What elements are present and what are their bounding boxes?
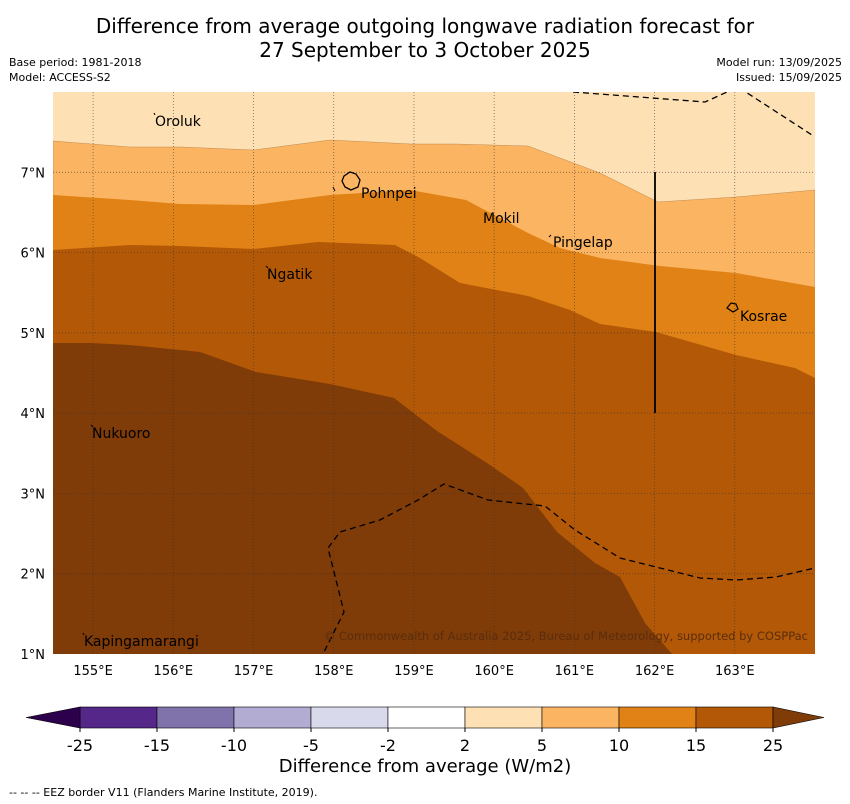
lon-tick-label: 162°E — [635, 664, 675, 679]
colorbar-segment — [233, 706, 312, 729]
pohnpei-island — [341, 171, 361, 191]
eez-footnote: -- -- -- EEZ border V11 (Flanders Marine… — [9, 786, 318, 799]
lat-tick-label: 4°N — [21, 407, 46, 422]
label-oroluk: Oroluk — [155, 114, 202, 130]
copyright-notice: © Commonwealth of Australia 2025, Bureau… — [324, 629, 808, 643]
model-run: Model run: 13/09/2025 — [716, 56, 842, 69]
label-mokil: Mokil — [483, 211, 520, 227]
title-line-1: Difference from average outgoing longwav… — [95, 14, 755, 38]
colorbar-tick-label: -2 — [380, 736, 396, 755]
colorbar-title: Difference from average (W/m2) — [278, 756, 572, 777]
colorbar-tick-label: 10 — [609, 736, 629, 755]
colorbar-segment — [541, 706, 620, 729]
islet-marks — [82, 112, 552, 636]
label-kapingamarangi: Kapingamarangi — [84, 634, 199, 650]
colorbar-segment — [79, 706, 158, 729]
pohnpei-islet — [332, 186, 336, 192]
lat-tick-label: 5°N — [21, 327, 46, 342]
colorbar-segment — [310, 706, 389, 729]
label-kosrae: Kosrae — [740, 309, 787, 325]
title-line-2: 27 September to 3 October 2025 — [259, 38, 591, 62]
lon-tick-label: 159°E — [394, 664, 434, 679]
colorbar-tick-label: -15 — [144, 736, 170, 755]
label-pingelap: Pingelap — [553, 235, 613, 251]
colorbar-tick-label: 5 — [537, 736, 547, 755]
lat-tick-label: 1°N — [21, 648, 46, 663]
colorbar-segment — [618, 706, 697, 729]
colorbar-tick-label: 15 — [686, 736, 706, 755]
meta-right: Model run: 13/09/2025 Issued: 15/09/2025 — [716, 55, 842, 85]
longitude-ticks: 155°E 156°E 157°E 158°E 159°E 160°E 161°E 162°E… — [73, 664, 754, 679]
lat-tick-label: 6°N — [21, 247, 46, 262]
colorbar-segment — [387, 706, 466, 729]
eez-border-south — [322, 483, 815, 654]
lat-tick-label: 3°N — [21, 487, 46, 502]
lon-tick-label: 161°E — [555, 664, 595, 679]
lon-tick-label: 160°E — [474, 664, 514, 679]
colorbar-tick-label: -5 — [303, 736, 319, 755]
lon-tick-label: 155°E — [73, 664, 113, 679]
lon-tick-label: 158°E — [314, 664, 354, 679]
lon-tick-label: 157°E — [234, 664, 274, 679]
model-name: Model: ACCESS-S2 — [9, 71, 111, 84]
colorbar-segment — [156, 706, 235, 729]
band-above-25 — [53, 343, 672, 654]
colorbar-extend-low — [25, 706, 81, 729]
colorbar-tick-label: -25 — [67, 736, 93, 755]
page-title: Difference from average outgoing longwav… — [0, 14, 850, 62]
grid-lines — [53, 92, 815, 654]
colorbar: -25 -15 -10 -5 -2 2 5 10 15 25 — [25, 706, 825, 755]
lat-tick-label: 7°N — [21, 166, 46, 181]
eez-border-north — [572, 92, 813, 136]
base-period: Base period: 1981-2018 — [9, 56, 142, 69]
lon-tick-label: 163°E — [715, 664, 755, 679]
colorbar-extend-high — [772, 706, 825, 729]
meta-left: Base period: 1981-2018 Model: ACCESS-S2 — [9, 55, 141, 85]
label-pohnpei: Pohnpei — [361, 186, 417, 202]
colorbar-tick-label: -10 — [221, 736, 247, 755]
issued-date: Issued: 15/09/2025 — [735, 71, 842, 84]
kosrae-island — [726, 302, 739, 313]
colorbar-segment — [695, 706, 774, 729]
colorbar-tick-label: 2 — [460, 736, 470, 755]
lon-tick-label: 156°E — [154, 664, 194, 679]
colorbar-tick-label: 25 — [763, 736, 783, 755]
label-nukuoro: Nukuoro — [92, 426, 150, 442]
map-area: Oroluk Pohnpei Mokil Pingelap Ngatik Kos… — [53, 92, 815, 654]
lat-tick-label: 2°N — [21, 568, 46, 583]
colorbar-segment — [464, 706, 543, 729]
label-ngatik: Ngatik — [267, 267, 313, 283]
latitude-ticks: 1°N 2°N 3°N 4°N 5°N 6°N 7°N — [21, 166, 46, 663]
